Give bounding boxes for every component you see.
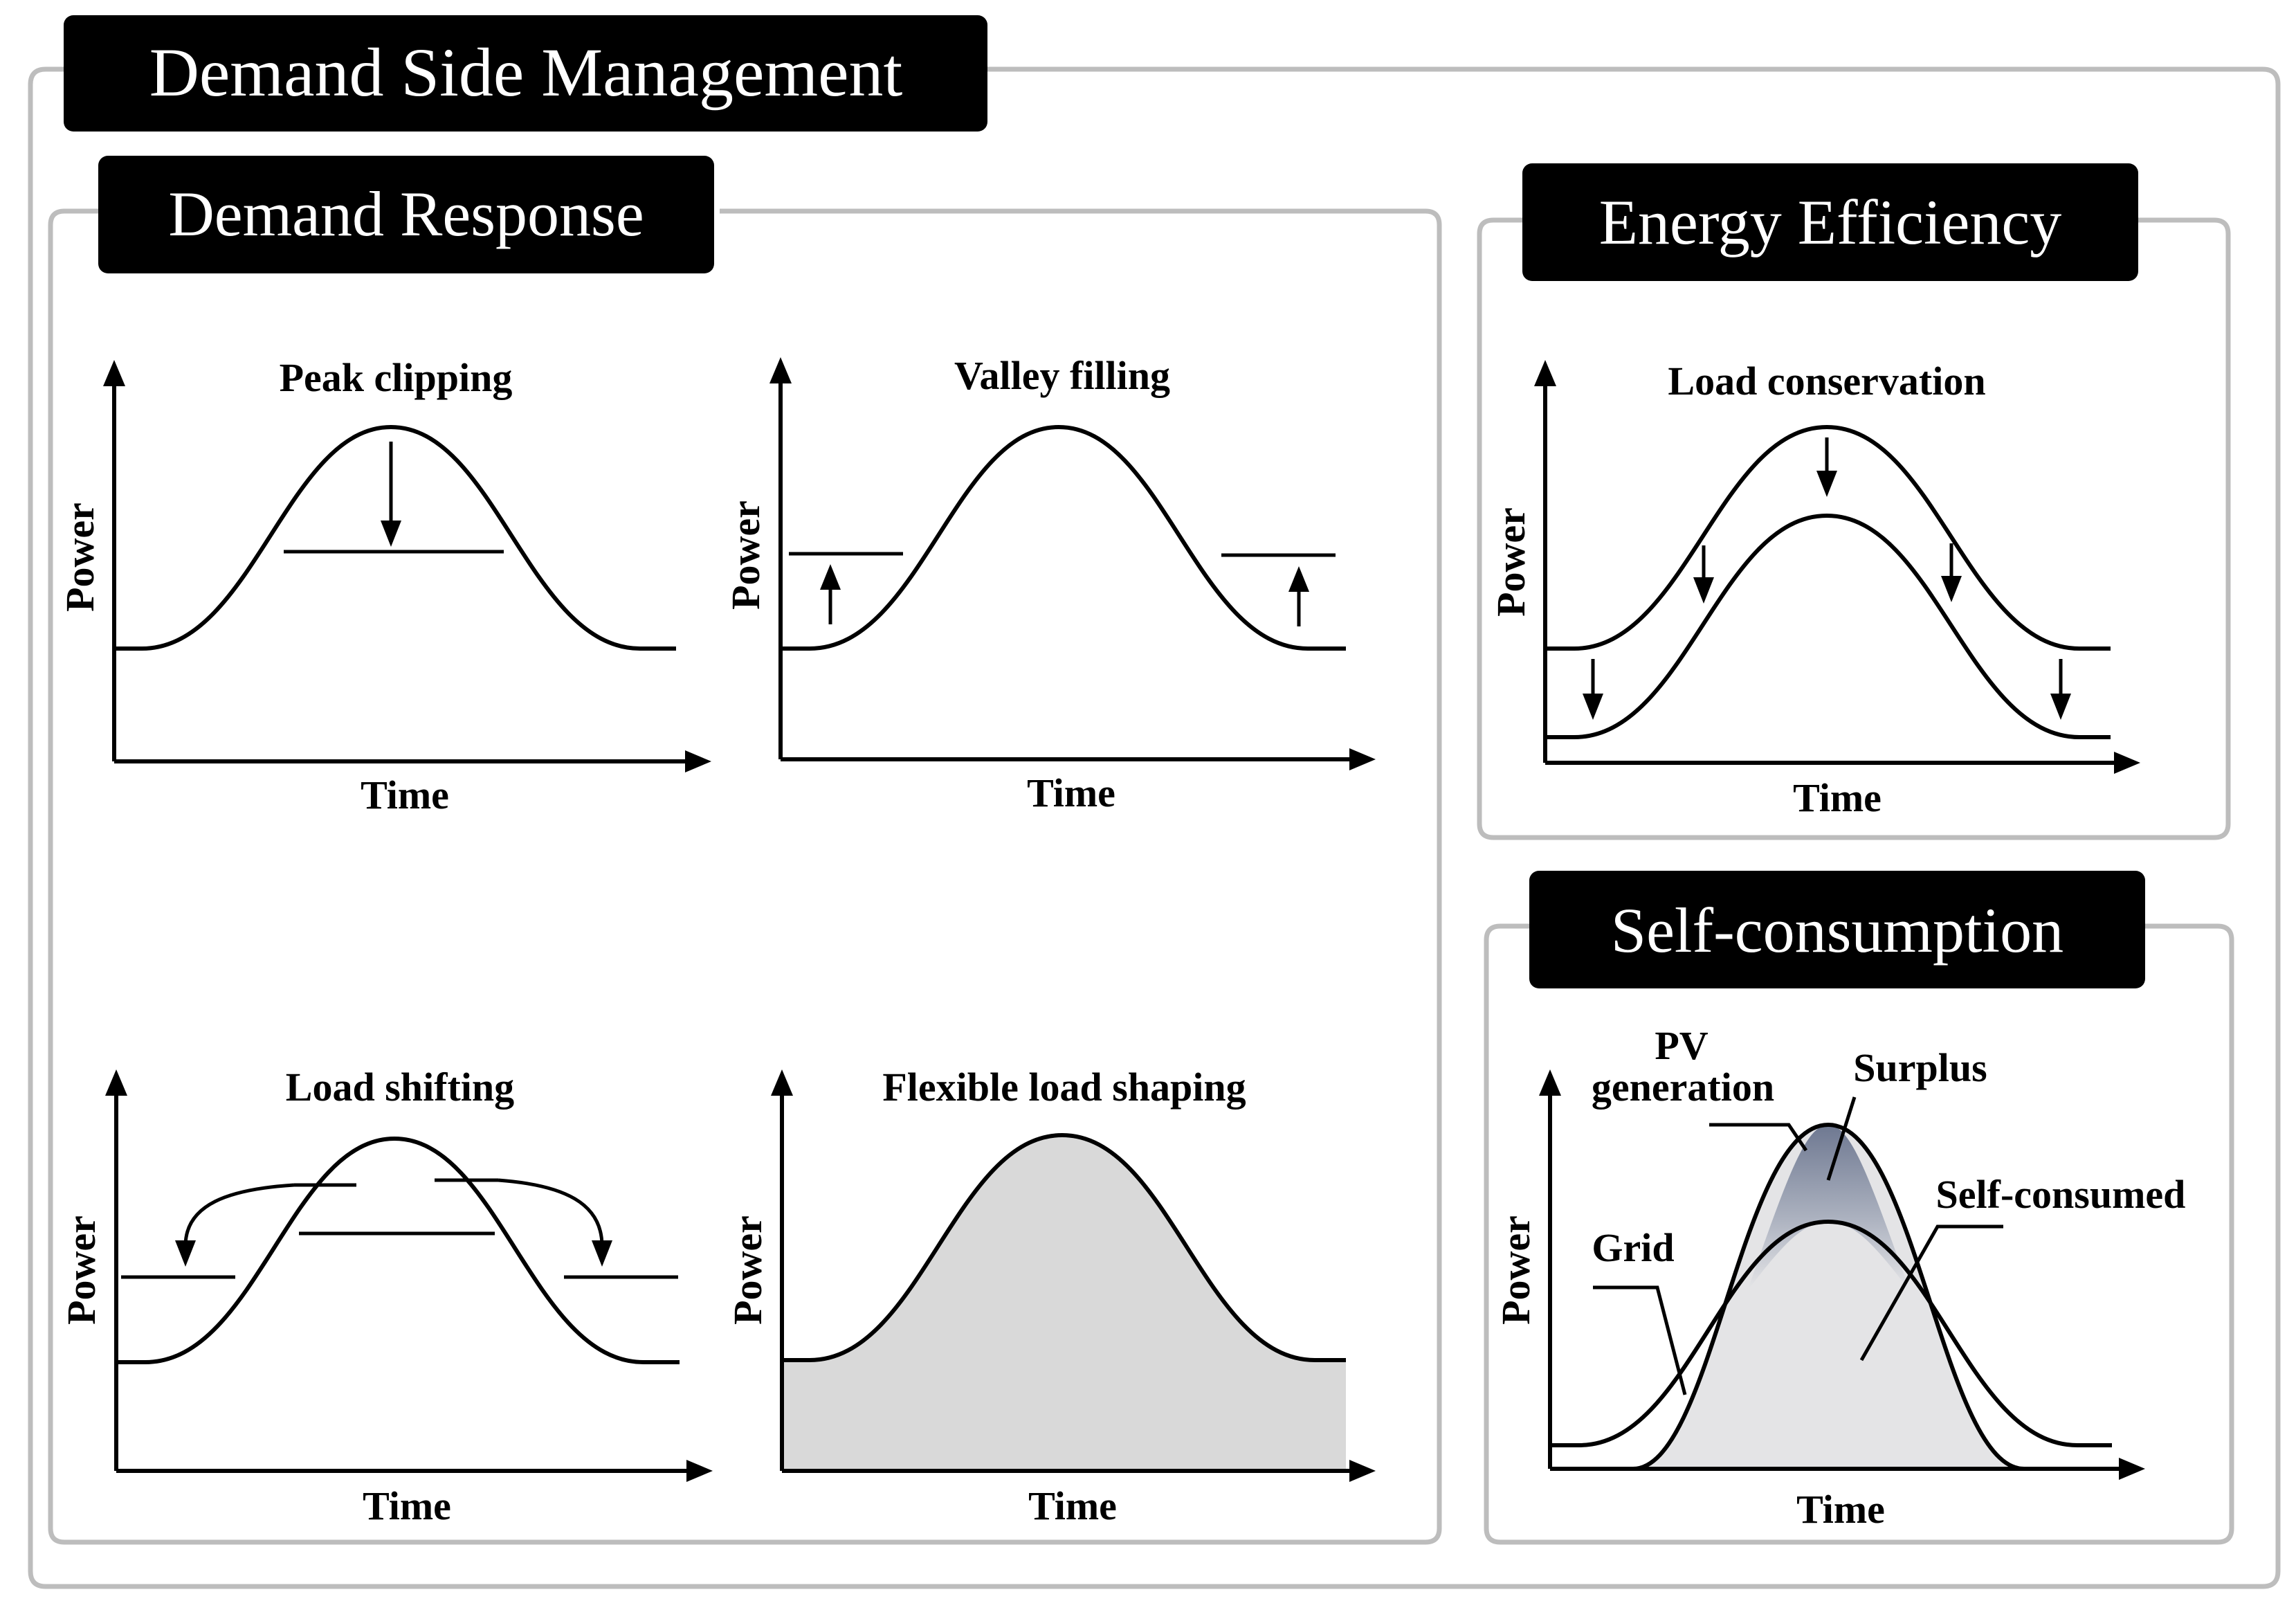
reduction-arrow-icon-2 — [1693, 577, 1714, 604]
self-consumption-chart: Power Time PV generation Surplus Self-co… — [1493, 1023, 2185, 1532]
y-axis-arrowhead — [1539, 1069, 1561, 1096]
left-shift-arrow — [183, 1183, 295, 1247]
shaded-load-area — [782, 1135, 1346, 1471]
y-axis-label: Power — [57, 503, 102, 612]
x-axis-label: Time — [361, 772, 449, 817]
x-axis-label: Time — [1028, 1483, 1117, 1528]
y-axis-label: Power — [1493, 1215, 1538, 1325]
surplus-label: Surplus — [1853, 1045, 1987, 1090]
demand-curve — [1550, 1219, 2112, 1447]
y-axis-arrowhead — [103, 360, 125, 386]
load-conservation-chart: Load conservation Power Time — [1488, 359, 2140, 820]
pv-generation-label-line1: PV — [1655, 1023, 1708, 1068]
flexible-load-shaping-chart: Flexible load shaping Power Time — [725, 1065, 1376, 1528]
x-axis-label: Time — [1793, 775, 1882, 820]
y-axis-arrowhead — [769, 357, 792, 383]
x-axis-arrowhead — [2114, 752, 2140, 774]
reduction-arrow-icon-4 — [1941, 576, 1962, 602]
self-consumption-frame — [1484, 923, 2234, 1545]
load-shifting-chart: Load shifting Power Time — [59, 1065, 713, 1528]
energy-efficiency-title: Energy Efficiency — [1599, 187, 2061, 257]
valley-filling-title: Valley filling — [954, 353, 1170, 398]
left-up-arrow-icon — [820, 564, 841, 590]
self-consumed-label: Self-consumed — [1936, 1172, 2186, 1217]
load-curve — [781, 424, 1346, 651]
x-axis-arrowhead — [685, 750, 711, 772]
y-axis-label: Power — [1488, 507, 1533, 617]
reduction-arrow-icon-5 — [2050, 694, 2071, 720]
y-axis-arrowhead — [105, 1069, 127, 1096]
main-title-box — [64, 15, 987, 132]
valley-filling-chart: Valley filling Power Time — [723, 353, 1376, 815]
reduction-arrow-icon-1 — [1583, 694, 1603, 720]
main-title: Demand Side Management — [149, 34, 903, 111]
right-shift-arrowhead-icon — [592, 1240, 612, 1267]
peak-clipping-chart: Peak clipping Power Time — [57, 355, 711, 817]
peak-clipping-title: Peak clipping — [280, 355, 513, 400]
left-shift-arrowhead-icon — [175, 1240, 196, 1267]
y-axis-arrowhead — [771, 1069, 793, 1096]
load-shifting-title: Load shifting — [286, 1065, 514, 1110]
x-axis-label: Time — [1027, 770, 1115, 815]
load-curve — [782, 1132, 1346, 1362]
grid-label: Grid — [1592, 1225, 1674, 1270]
original-load-curve — [1545, 424, 2111, 651]
pv-generation-area — [1633, 1125, 2024, 1469]
pv-generation-curve — [1632, 1122, 2025, 1471]
x-axis-arrowhead — [1349, 748, 1376, 770]
down-arrow-icon — [381, 521, 401, 547]
outer-frame — [28, 66, 2281, 1589]
y-axis-label: Power — [59, 1215, 104, 1325]
load-curve — [116, 1136, 680, 1364]
pv-generation-label-line2: generation — [1592, 1065, 1774, 1110]
self-consumed-leader — [1859, 1224, 2003, 1362]
surplus-area — [1747, 1125, 1910, 1291]
grid-leader — [1593, 1285, 1687, 1395]
demand-response-title: Demand Response — [168, 179, 644, 249]
load-curve — [114, 424, 676, 651]
x-axis-label: Time — [1796, 1487, 1885, 1532]
energy-efficiency-frame — [1477, 217, 2231, 840]
surplus-leader — [1826, 1096, 1857, 1181]
x-axis-label: Time — [363, 1483, 451, 1528]
right-up-arrow-icon — [1288, 566, 1309, 592]
demand-response-title-box — [98, 156, 714, 273]
conserved-load-curve — [1545, 513, 2111, 739]
pv-generation-leader — [1709, 1123, 1808, 1152]
right-shift-arrow — [498, 1178, 604, 1247]
self-consumption-title: Self-consumption — [1611, 895, 2063, 966]
y-axis-label: Power — [725, 1215, 770, 1325]
x-axis-arrowhead — [686, 1460, 713, 1482]
self-consumption-title-box — [1529, 871, 2145, 988]
flexible-load-shaping-title: Flexible load shaping — [882, 1065, 1246, 1110]
energy-efficiency-title-box — [1522, 163, 2138, 281]
x-axis-arrowhead — [1349, 1460, 1376, 1482]
x-axis-arrowhead — [2119, 1458, 2145, 1480]
demand-response-frame — [48, 208, 1442, 1545]
y-axis-arrowhead — [1534, 360, 1556, 386]
y-axis-label: Power — [723, 500, 768, 610]
reduction-arrow-icon-3 — [1816, 471, 1837, 497]
load-conservation-title: Load conservation — [1668, 359, 1985, 404]
